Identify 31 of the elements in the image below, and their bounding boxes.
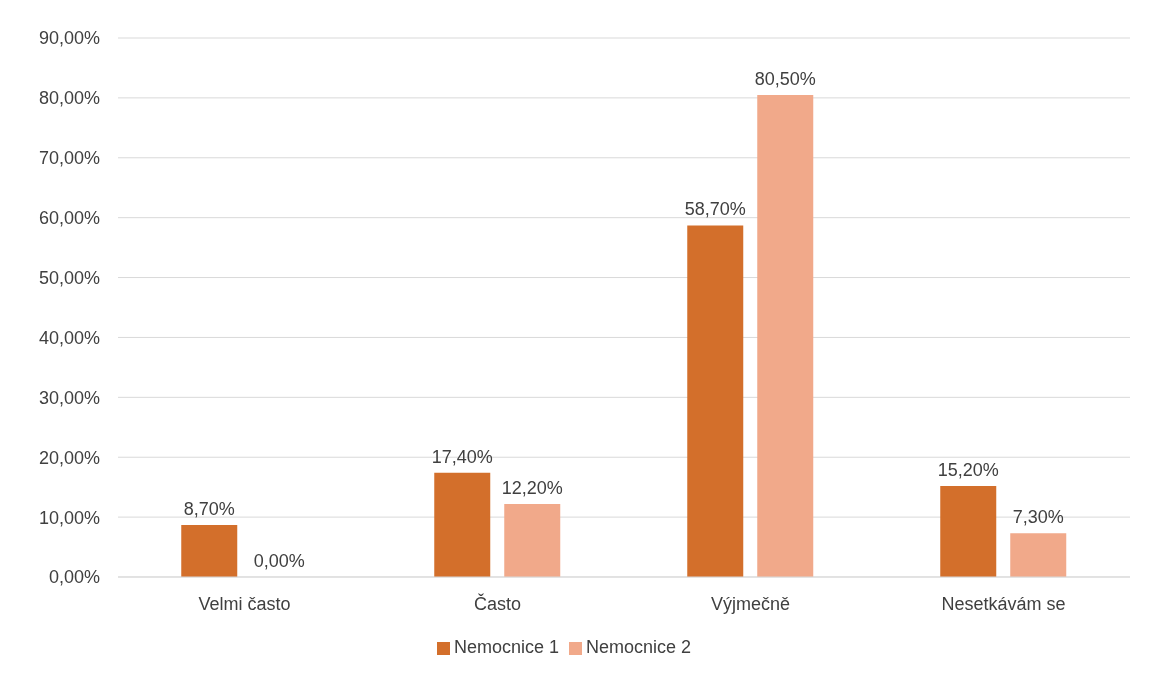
y-tick-label: 30,00%: [38, 387, 100, 408]
y-tick-label: 0,00%: [48, 567, 100, 588]
x-tick-label: Velmi často: [198, 593, 291, 614]
y-tick-label: 40,00%: [38, 327, 100, 348]
data-label: 15,20%: [937, 459, 999, 480]
y-tick-label: 50,00%: [38, 267, 100, 288]
data-label: 8,70%: [183, 498, 235, 519]
bar: [940, 485, 997, 577]
x-tick-label: Výjmečně: [710, 593, 791, 614]
bar: [434, 472, 491, 577]
data-label: 58,70%: [684, 199, 746, 220]
data-label: 7,30%: [1012, 507, 1064, 528]
y-tick-label: 80,00%: [38, 88, 100, 109]
bar: [1010, 533, 1067, 577]
x-tick-label: Nesetkávám se: [941, 593, 1066, 614]
legend-label: Nemocnice 2: [586, 637, 692, 657]
data-label: 80,50%: [754, 68, 816, 89]
bar: [181, 524, 238, 577]
y-tick-label: 90,00%: [38, 28, 100, 49]
data-label: 12,20%: [501, 477, 563, 498]
legend-label: Nemocnice 1: [453, 637, 559, 657]
y-tick-label: 60,00%: [38, 208, 100, 229]
data-label: 17,40%: [431, 446, 493, 467]
y-tick-label: 10,00%: [38, 507, 100, 528]
y-tick-label: 70,00%: [38, 148, 100, 169]
bar: [504, 503, 561, 577]
y-tick-label: 20,00%: [38, 447, 100, 468]
bar: [687, 225, 744, 577]
bar: [757, 94, 814, 577]
data-label: 0,00%: [253, 550, 305, 571]
x-tick-label: Často: [473, 592, 522, 614]
